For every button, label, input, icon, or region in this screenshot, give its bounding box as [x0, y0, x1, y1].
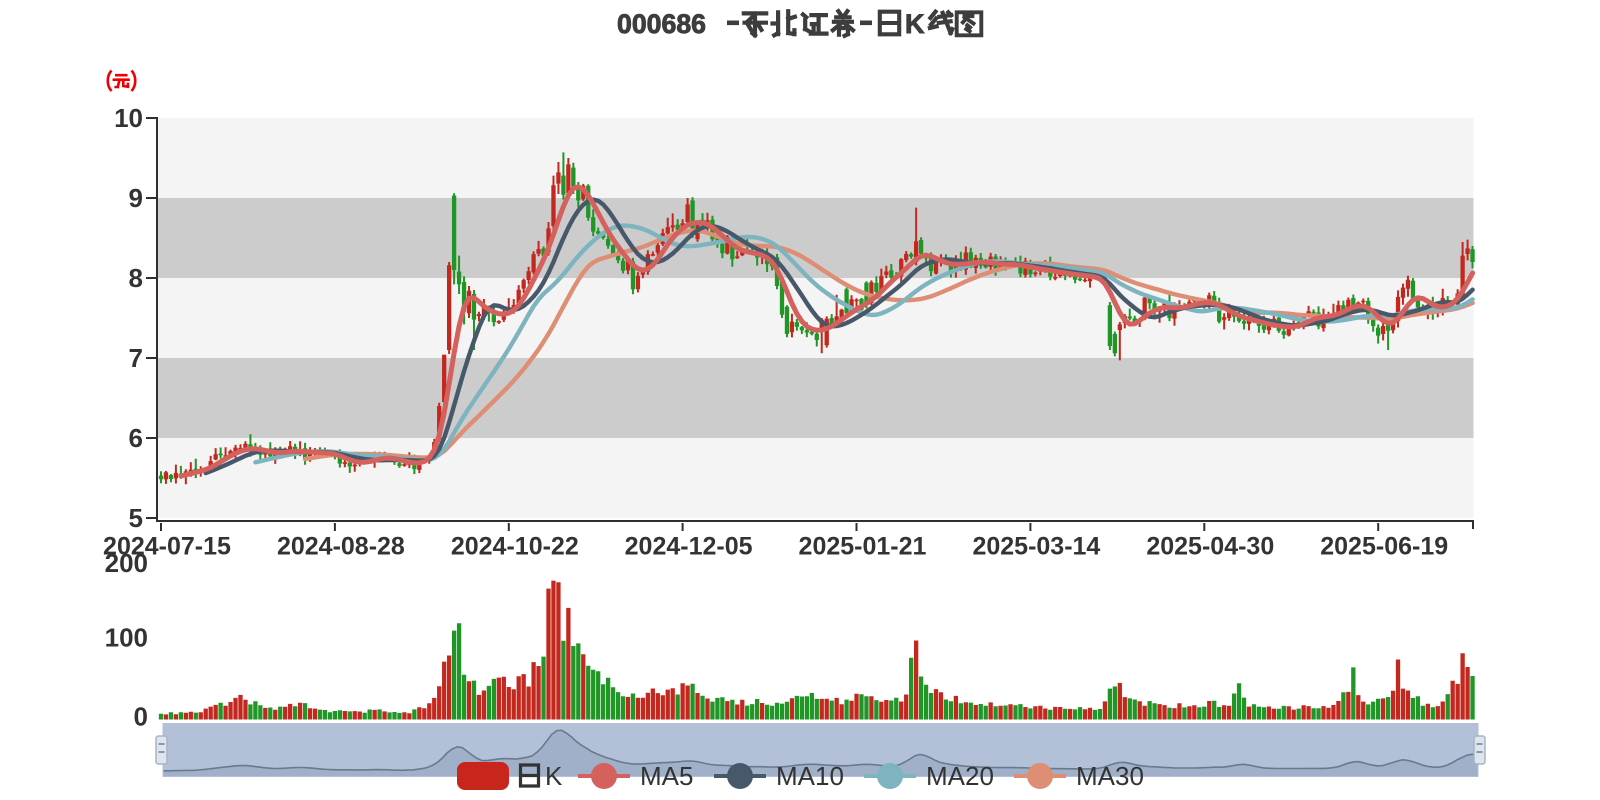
svg-text:MA5: MA5	[640, 761, 693, 791]
svg-text:MA10: MA10	[776, 761, 844, 791]
svg-text:10: 10	[114, 103, 143, 133]
svg-text:MA20: MA20	[926, 761, 994, 791]
svg-text:9: 9	[129, 183, 143, 213]
svg-text:2025-01-21: 2025-01-21	[799, 533, 927, 561]
svg-text:2025-03-14: 2025-03-14	[972, 533, 1100, 561]
svg-text:5: 5	[129, 503, 143, 533]
svg-text:2024-07-15: 2024-07-15	[103, 533, 231, 561]
svg-text:0: 0	[134, 702, 148, 732]
svg-text:200: 200	[105, 548, 148, 578]
svg-text:2024-12-05: 2024-12-05	[625, 533, 753, 561]
svg-text:K: K	[905, 9, 925, 39]
svg-text:8: 8	[129, 263, 143, 293]
svg-text:MA30: MA30	[1076, 761, 1144, 791]
svg-text:2024-08-28: 2024-08-28	[277, 533, 405, 561]
svg-text:K: K	[545, 761, 563, 791]
svg-text:2025-06-19: 2025-06-19	[1320, 533, 1448, 561]
svg-text:100: 100	[105, 623, 148, 653]
svg-text:7: 7	[129, 343, 143, 373]
svg-text:000686: 000686	[617, 9, 706, 39]
svg-text:2024-10-22: 2024-10-22	[451, 533, 579, 561]
svg-text:6: 6	[129, 423, 143, 453]
svg-text:2025-04-30: 2025-04-30	[1146, 533, 1274, 561]
